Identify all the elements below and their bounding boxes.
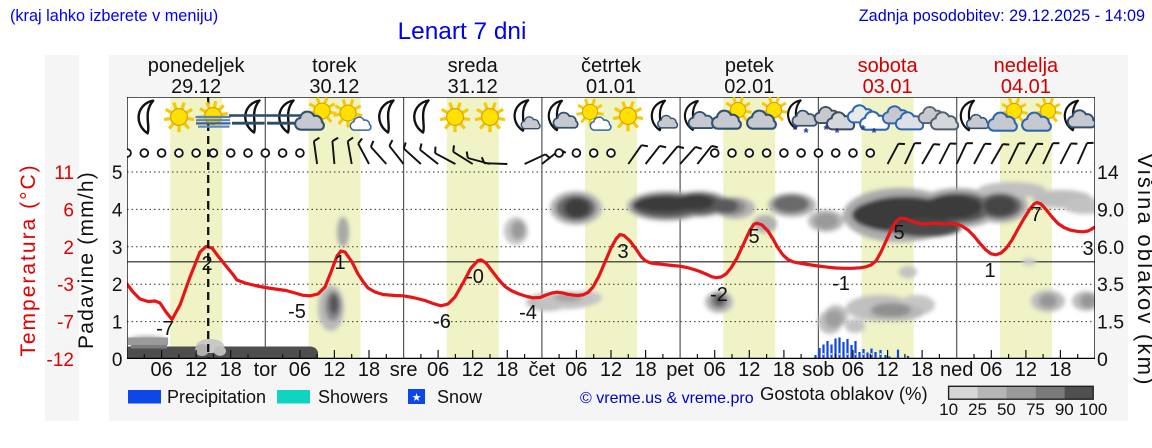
svg-text:pet: pet [666,359,694,381]
svg-text:18: 18 [911,359,933,381]
svg-text:1: 1 [112,313,123,334]
svg-text:06: 06 [980,359,1002,381]
svg-text:31.12: 31.12 [448,76,498,98]
svg-text:12: 12 [323,359,345,381]
svg-text:1.5: 1.5 [1097,312,1124,334]
svg-text:2: 2 [112,275,123,296]
svg-text:06: 06 [150,359,172,381]
svg-text:-6: -6 [433,311,451,333]
svg-text:tor: tor [254,359,278,381]
svg-text:11: 11 [54,163,74,184]
svg-text:14: 14 [1097,162,1119,184]
svg-text:01.01: 01.01 [586,76,636,98]
svg-text:Showers: Showers [318,387,388,407]
svg-text:4: 4 [112,200,123,221]
svg-text:06: 06 [704,359,726,381]
svg-text:★: ★ [412,392,422,404]
svg-text:Padavine (mm/h): Padavine (mm/h) [75,171,98,349]
svg-text:9.0: 9.0 [1097,199,1124,221]
svg-text:3.5: 3.5 [1097,274,1124,296]
svg-text:2: 2 [63,238,74,259]
svg-text:Zadnja posodobitev: 29.12.2025: Zadnja posodobitev: 29.12.2025 - 14:09 [859,7,1145,25]
svg-text:25: 25 [968,400,987,419]
svg-text:30.12: 30.12 [309,76,359,98]
svg-text:petek: petek [725,55,775,77]
svg-text:5: 5 [893,222,904,244]
svg-text:sre: sre [390,359,418,381]
svg-text:12: 12 [738,359,760,381]
svg-text:18: 18 [358,359,380,381]
svg-text:ponedeljek: ponedeljek [148,55,246,77]
svg-text:-4: -4 [519,302,537,324]
svg-text:sreda: sreda [448,55,499,77]
svg-text:18: 18 [496,359,518,381]
svg-text:1: 1 [334,252,345,274]
svg-text:-3: -3 [57,275,74,296]
svg-text:-0: -0 [466,266,484,288]
svg-text:nedelja: nedelja [994,55,1059,77]
svg-text:2: 2 [201,253,212,275]
svg-text:Precipitation: Precipitation [167,387,266,407]
svg-text:29.12: 29.12 [171,76,221,98]
svg-text:torek: torek [312,55,357,77]
svg-text:Lenart 7 dni: Lenart 7 dni [398,18,527,45]
svg-text:1: 1 [984,260,995,282]
svg-text:čet: čet [529,359,556,381]
svg-text:7: 7 [1030,204,1041,226]
svg-text:-5: -5 [288,301,306,323]
svg-text:-12: -12 [47,350,74,371]
svg-text:02.01: 02.01 [724,76,774,98]
svg-text:12: 12 [876,359,898,381]
svg-text:Temperatura (°C): Temperatura (°C) [17,163,40,356]
svg-text:12: 12 [185,359,207,381]
svg-text:5: 5 [748,226,759,248]
svg-text:(kraj lahko izberete v meniju): (kraj lahko izberete v meniju) [10,7,218,25]
svg-text:18: 18 [634,359,656,381]
svg-text:12: 12 [1015,359,1037,381]
svg-text:12: 12 [462,359,484,381]
svg-text:5: 5 [112,163,123,184]
svg-text:75: 75 [1026,400,1045,419]
svg-text:06: 06 [427,359,449,381]
svg-text:Snow: Snow [437,387,483,407]
svg-text:04.01: 04.01 [1001,76,1051,98]
svg-text:-2: -2 [710,284,728,306]
svg-text:12: 12 [600,359,622,381]
svg-text:3: 3 [112,238,123,259]
svg-text:0: 0 [112,350,123,371]
svg-text:Gostota oblakov (%): Gostota oblakov (%) [760,383,928,404]
svg-text:06: 06 [842,359,864,381]
svg-text:-1: -1 [832,273,850,295]
svg-text:18: 18 [220,359,242,381]
svg-text:-7: -7 [156,318,174,340]
svg-text:6.0: 6.0 [1097,237,1124,259]
svg-text:18: 18 [1049,359,1071,381]
svg-text:sobota: sobota [858,55,919,77]
svg-text:18: 18 [773,359,795,381]
svg-text:Višina oblakov (km): Višina oblakov (km) [1133,153,1152,386]
svg-text:03.01: 03.01 [863,76,913,98]
svg-text:50: 50 [997,400,1016,419]
svg-text:06: 06 [565,359,587,381]
svg-text:ned: ned [940,359,973,381]
svg-text:6: 6 [63,200,74,221]
svg-text:90: 90 [1055,400,1074,419]
svg-text:3: 3 [617,241,628,263]
svg-text:10: 10 [939,400,958,419]
svg-text:sob: sob [802,359,834,381]
svg-text:100: 100 [1079,400,1107,419]
svg-text:© vreme.us & vreme.pro: © vreme.us & vreme.pro [580,390,754,407]
svg-text:06: 06 [289,359,311,381]
svg-text:četrtek: četrtek [581,55,642,77]
svg-text:0: 0 [1097,349,1108,371]
svg-text:3: 3 [1082,238,1093,260]
svg-text:-7: -7 [57,313,74,334]
